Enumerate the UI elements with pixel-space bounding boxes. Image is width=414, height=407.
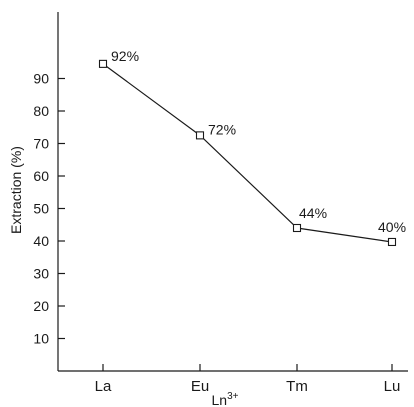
data-point (292, 223, 302, 233)
y-tick-label: 70 (33, 136, 49, 152)
x-axis-label-superscript: 3+ (227, 391, 239, 402)
y-tick-label: 90 (33, 71, 49, 87)
x-ticks: La Eu Tm Lu (95, 364, 401, 395)
x-tick-label: Lu (384, 378, 401, 395)
data-labels: 92% 72% 44% 40% (111, 48, 406, 235)
y-tick-label: 40 (33, 233, 49, 249)
y-tick-label: 60 (33, 168, 49, 184)
y-tick-label: 30 (33, 266, 49, 282)
data-label: 92% (111, 48, 139, 64)
x-tick-label: La (95, 378, 112, 395)
y-ticks: 10 20 30 40 50 60 70 80 90 (33, 71, 65, 347)
data-point (387, 237, 397, 247)
y-tick-label: 80 (33, 103, 49, 119)
axes (57, 12, 408, 372)
x-axis-label-main: Ln (212, 392, 228, 407)
y-tick-label: 10 (33, 331, 49, 347)
data-label: 44% (299, 205, 327, 221)
y-tick-label: 20 (33, 298, 49, 314)
y-axis-label: Extraction (%) (8, 146, 24, 234)
x-tick-label: Eu (191, 378, 209, 395)
x-axis-label: Ln3+ (212, 391, 239, 407)
data-point (98, 59, 108, 68)
series-line (102, 63, 393, 243)
series-group (98, 59, 397, 247)
x-tick-label: Tm (286, 378, 308, 395)
data-point (195, 131, 205, 140)
data-label: 40% (378, 219, 406, 235)
data-label: 72% (208, 121, 236, 137)
y-tick-label: 50 (33, 201, 49, 217)
